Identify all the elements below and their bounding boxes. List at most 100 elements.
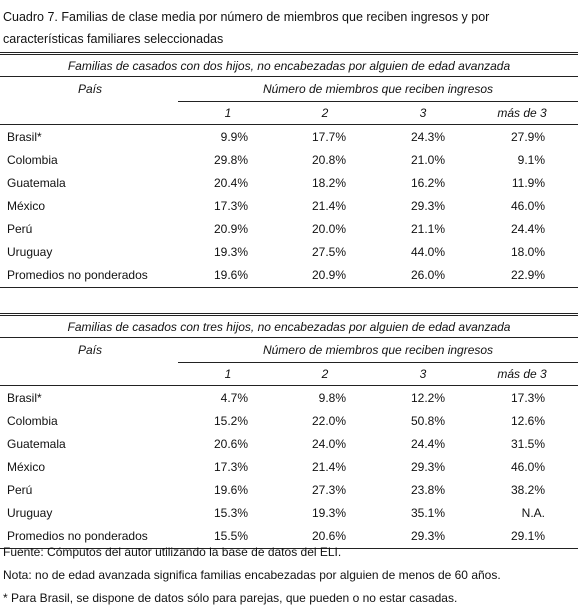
rule: [0, 287, 578, 288]
cell: 21.4%: [311, 460, 346, 474]
row-label: Uruguay: [7, 506, 53, 520]
column-header: 1: [224, 106, 232, 120]
column-header: 2: [321, 367, 329, 381]
column-header: 2: [321, 106, 329, 120]
row-label: Guatemala: [7, 176, 66, 190]
row-label: Promedios no ponderados: [7, 529, 148, 543]
cell: 12.6%: [510, 414, 545, 428]
rule: [0, 52, 578, 53]
column-header: más de 3: [497, 106, 547, 120]
cell: 27.3%: [311, 483, 346, 497]
cell: 26.0%: [410, 268, 445, 282]
row-header: País: [77, 82, 103, 96]
cell: N.A.: [521, 506, 545, 520]
cell: 46.0%: [510, 460, 545, 474]
column-group-header: Número de miembros que reciben ingresos: [262, 82, 494, 96]
rule: [0, 337, 578, 338]
cell: 29.3%: [410, 460, 445, 474]
row-label: Colombia: [7, 153, 58, 167]
cell: 18.0%: [510, 245, 545, 259]
row-label: Perú: [7, 483, 33, 497]
row-label: México: [7, 460, 46, 474]
note: Nota: no de edad avanzada significa fami…: [3, 568, 501, 582]
cell: 21.0%: [410, 153, 445, 167]
note: Fuente: Cómputos del autor utilizando la…: [3, 545, 342, 559]
rule: [0, 315, 578, 316]
rule: [178, 101, 578, 102]
cell: 24.0%: [311, 437, 346, 451]
cell: 9.9%: [220, 130, 248, 144]
cell: 21.4%: [311, 199, 346, 213]
cell: 35.1%: [410, 506, 445, 520]
row-label: México: [7, 199, 46, 213]
cell: 17.7%: [311, 130, 346, 144]
row-label: Guatemala: [7, 437, 66, 451]
note: * Para Brasil, se dispone de datos sólo …: [3, 591, 458, 605]
cell: 29.8%: [213, 153, 248, 167]
cell: 15.5%: [213, 529, 248, 543]
cell: 11.9%: [511, 176, 545, 190]
cell: 38.2%: [510, 483, 545, 497]
column-header: 1: [224, 367, 232, 381]
column-header: 3: [419, 367, 427, 381]
column-header: 3: [419, 106, 427, 120]
column-group-header: Número de miembros que reciben ingresos: [262, 343, 494, 357]
cell: 22.9%: [510, 268, 545, 282]
row-label: Uruguay: [7, 245, 53, 259]
table-caption: Familias de casados con tres hijos, no e…: [67, 320, 511, 334]
cell: 19.6%: [213, 483, 248, 497]
row-label: Brasil*: [7, 391, 42, 405]
cell: 17.3%: [510, 391, 545, 405]
cell: 22.0%: [311, 414, 346, 428]
table-caption: Familias de casados con dos hijos, no en…: [67, 59, 511, 73]
row-label: Colombia: [7, 414, 58, 428]
cell: 24.4%: [510, 222, 545, 236]
cell: 20.0%: [311, 222, 346, 236]
cell: 16.2%: [410, 176, 445, 190]
row-label: Perú: [7, 222, 33, 236]
cell: 9.1%: [517, 153, 545, 167]
cell: 29.1%: [510, 529, 545, 543]
cell: 12.2%: [410, 391, 445, 405]
rule: [0, 124, 578, 125]
cell: 29.3%: [410, 199, 445, 213]
rule: [0, 548, 578, 549]
cell: 31.5%: [510, 437, 545, 451]
cell: 19.3%: [311, 506, 346, 520]
rule: [0, 76, 578, 77]
cell: 24.3%: [410, 130, 445, 144]
cell: 20.4%: [213, 176, 248, 190]
cell: 20.6%: [213, 437, 248, 451]
row-label: Promedios no ponderados: [7, 268, 148, 282]
cell: 21.1%: [410, 222, 445, 236]
cell: 24.4%: [410, 437, 445, 451]
cell: 23.8%: [410, 483, 445, 497]
cell: 20.9%: [311, 268, 346, 282]
cell: 27.9%: [510, 130, 545, 144]
cell: 20.6%: [311, 529, 346, 543]
cell: 19.3%: [213, 245, 248, 259]
cell: 18.2%: [311, 176, 346, 190]
cell: 15.3%: [213, 506, 248, 520]
cell: 19.6%: [213, 268, 248, 282]
rule: [0, 54, 578, 55]
column-header: más de 3: [497, 367, 547, 381]
row-label: Brasil*: [7, 130, 42, 144]
cell: 20.8%: [311, 153, 346, 167]
cell: 46.0%: [510, 199, 545, 213]
cell: 9.8%: [318, 391, 346, 405]
cell: 44.0%: [410, 245, 445, 259]
cell: 4.7%: [220, 391, 248, 405]
cell: 20.9%: [213, 222, 248, 236]
rule: [178, 362, 578, 363]
row-header: País: [77, 343, 103, 357]
cell: 15.2%: [213, 414, 248, 428]
cell: 27.5%: [311, 245, 346, 259]
cell: 29.3%: [410, 529, 445, 543]
rule: [0, 385, 578, 386]
rule: [0, 313, 578, 314]
cell: 17.3%: [213, 199, 248, 213]
cell: 50.8%: [410, 414, 445, 428]
cell: 17.3%: [213, 460, 248, 474]
